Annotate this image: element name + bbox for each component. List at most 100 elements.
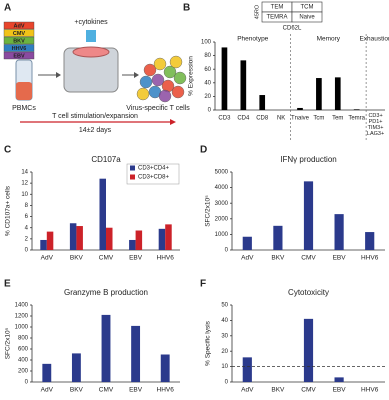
bar: [259, 95, 266, 110]
x-tick-label: CD4: [237, 116, 250, 122]
inset-x-label: CD62L: [283, 26, 302, 32]
y-tick-label: 14: [21, 170, 28, 176]
y-tick-label: 10: [21, 192, 28, 198]
bar: [71, 353, 81, 382]
bar: [303, 181, 314, 250]
x-tick-label: HHV6: [157, 387, 175, 394]
bar: [129, 239, 136, 250]
bar: [303, 318, 314, 382]
bar: [297, 107, 303, 110]
y-axis-label: SFC/2x10⁵: [5, 327, 12, 359]
arrowhead: [134, 72, 139, 78]
y-tick-label: 1200: [15, 314, 29, 320]
x-tick-label: CD3+ PD1+ TIM3+ LAG3+: [366, 113, 385, 137]
inset-label: TCM: [301, 5, 314, 11]
y-tick-label: 30: [221, 333, 228, 339]
y-tick-label: 6: [25, 214, 29, 220]
chart-title: IFNγ production: [280, 155, 336, 164]
legend-label: CD3+CD8+: [138, 175, 170, 181]
cell: [153, 57, 167, 71]
y-tick-label: 800: [18, 336, 29, 342]
bar: [242, 357, 252, 382]
y-tick-label: 20: [204, 94, 211, 100]
bar: [365, 232, 375, 250]
y-tick-label: 50: [221, 303, 228, 309]
x-tick-label: BKV: [70, 255, 84, 262]
duration-label: 14±2 days: [79, 127, 112, 134]
bar: [334, 377, 344, 382]
x-tick-label: Tcm: [313, 116, 324, 122]
cell: [163, 65, 177, 79]
bar: [242, 236, 252, 250]
y-tick-label: 200: [18, 369, 29, 375]
process-label: T cell stimulation/expansion: [52, 113, 138, 120]
y-tick-label: 0: [225, 248, 229, 254]
x-tick-label: EBV: [129, 387, 143, 394]
x-tick-label: CMV: [301, 387, 316, 394]
y-tick-label: 40: [204, 80, 211, 86]
bar: [221, 47, 228, 110]
y-tick-label: 1000: [15, 325, 29, 331]
x-tick-label: EBV: [129, 255, 143, 262]
y-tick-label: 0: [25, 380, 29, 386]
bar: [334, 214, 344, 250]
panel-label: E: [4, 279, 11, 290]
y-axis-label: % CD107a+ cells: [5, 185, 12, 236]
x-tick-label: Temra: [348, 116, 365, 122]
panel-label: F: [200, 279, 206, 290]
x-tick-label: CMV: [99, 387, 114, 394]
virus-label: BKV: [13, 38, 25, 44]
bar: [106, 227, 113, 250]
y-tick-label: 3000: [215, 201, 229, 207]
bar: [76, 226, 83, 250]
x-tick-label-box: CD3+ PD1+ TIM3+ LAG3+: [366, 113, 385, 137]
panel-label: D: [200, 145, 207, 156]
virus-box: [3, 21, 35, 30]
x-tick-label: HHV6: [361, 255, 379, 262]
y-tick-label: 0: [225, 380, 229, 386]
cell: [158, 89, 172, 103]
x-tick-label: BKV: [271, 255, 285, 262]
x-tick-label: AdV: [241, 387, 254, 394]
bar: [158, 228, 166, 250]
y-tick-label: 40: [221, 318, 228, 324]
legend-swatch: [130, 165, 135, 171]
group-label: Phenotype: [237, 36, 268, 43]
virus-label: HHV6: [12, 46, 27, 52]
x-tick-label: CD3: [218, 116, 231, 122]
virus-box: [3, 51, 35, 60]
bar: [273, 225, 283, 250]
legend-box: [126, 163, 180, 185]
virus-label: CMV: [13, 31, 26, 37]
group-label: Memory: [317, 36, 341, 43]
x-tick-label: CD8: [256, 116, 269, 122]
x-tick-label: EBV: [333, 255, 347, 262]
y-tick-label: 1400: [15, 303, 29, 309]
cytokine-vial: [86, 30, 96, 42]
virus-label: EBV: [13, 53, 25, 59]
group-label: Exhaustion: [359, 36, 389, 43]
bar: [69, 223, 77, 250]
inset-cell: [291, 11, 323, 23]
bar: [160, 354, 170, 382]
y-tick-label: 12: [21, 181, 28, 187]
y-tick-label: 2: [25, 236, 29, 242]
pbmc-label: PBMCs: [12, 105, 36, 112]
y-tick-label: 0: [208, 108, 212, 114]
panel-label: C: [4, 145, 11, 156]
y-tick-label: 2000: [215, 216, 229, 222]
cell: [171, 85, 185, 99]
bar: [334, 77, 341, 110]
x-tick-label: BKV: [70, 387, 84, 394]
chart-title: Granzyme B production: [64, 288, 148, 297]
cell: [169, 55, 183, 69]
x-tick-label: CMV: [301, 255, 316, 262]
inset-label: TEMRA: [267, 15, 288, 21]
y-tick-label: 5000: [215, 170, 229, 176]
bar: [101, 314, 111, 382]
inset-label: TEM: [271, 5, 284, 11]
inset-label: Naive: [299, 15, 315, 21]
x-tick-label: NK: [277, 116, 285, 122]
bar: [353, 109, 360, 110]
